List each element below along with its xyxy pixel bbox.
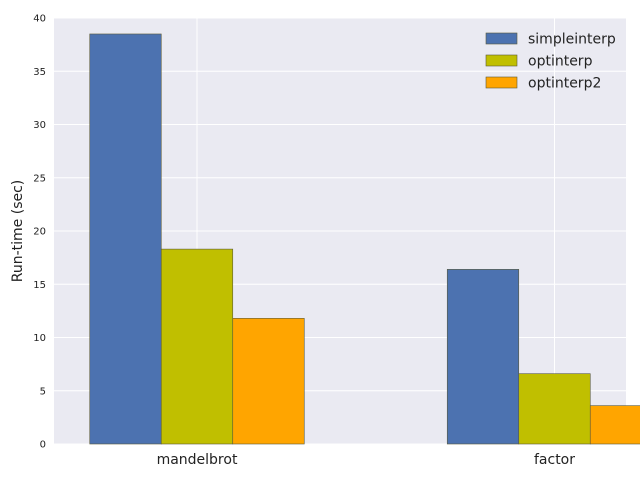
- y-tick-label: 15: [33, 280, 46, 291]
- y-tick-label: 30: [33, 120, 46, 131]
- bar-optinterp-factor: [518, 373, 591, 445]
- legend-swatch-optinterp2: [485, 76, 518, 89]
- legend-label-simpleinterp: simpleinterp: [528, 32, 616, 48]
- x-axis: mandelbrot factor: [157, 452, 576, 468]
- y-tick-label: 35: [33, 67, 46, 78]
- legend-swatch-simpleinterp: [485, 32, 518, 45]
- x-tick-label: factor: [534, 452, 575, 468]
- y-axis-label: Run-time (sec): [10, 180, 26, 283]
- bar-simpleinterp-factor: [446, 269, 520, 445]
- y-tick-label: 25: [33, 173, 46, 184]
- x-tick-label: mandelbrot: [157, 452, 238, 468]
- y-tick-label: 5: [40, 386, 46, 397]
- y-tick-label: 40: [33, 14, 46, 25]
- legend: simpleinterp optinterp optinterp2: [485, 32, 616, 92]
- y-tick-label: 20: [33, 227, 46, 238]
- y-tick-label: 0: [40, 440, 46, 451]
- bar-optinterp2-mandelbrot: [232, 318, 305, 445]
- y-axis: 0 5 10 15 20 25 30 35 40: [33, 14, 46, 451]
- bar-optinterp2-factor: [589, 405, 640, 445]
- y-tick-label: 10: [33, 333, 46, 344]
- bars-layer: [89, 33, 640, 445]
- legend-label-optinterp2: optinterp2: [528, 76, 601, 92]
- bar-simpleinterp-mandelbrot: [89, 33, 162, 445]
- bar-optinterp-mandelbrot: [160, 248, 234, 445]
- legend-label-optinterp: optinterp: [528, 54, 593, 70]
- legend-swatch-optinterp: [485, 54, 518, 67]
